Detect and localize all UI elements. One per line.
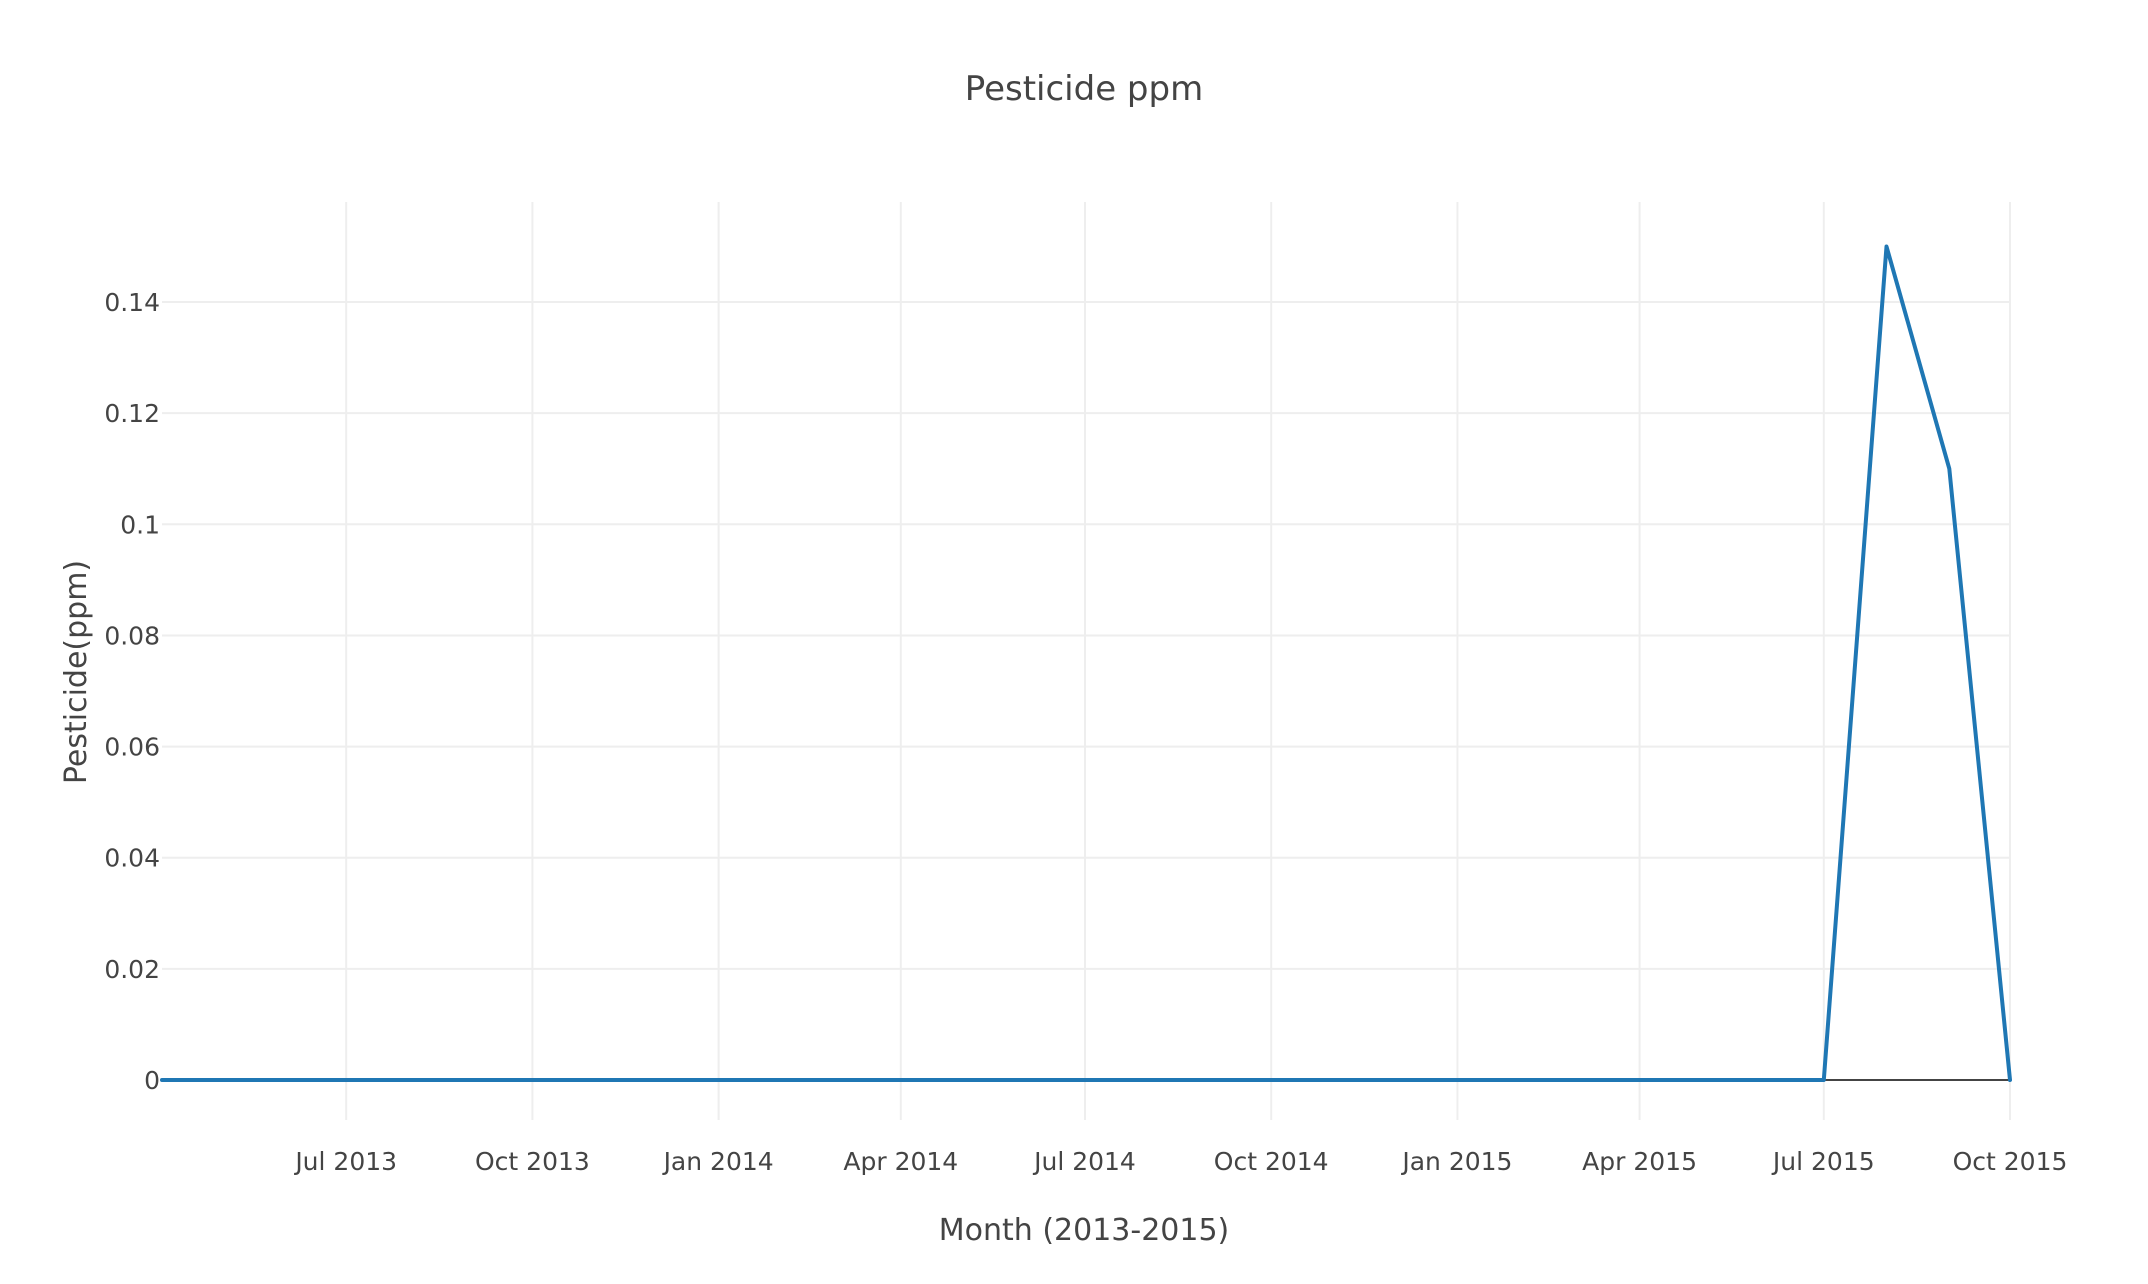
axis-layer: Jul 2013 Oct 2013 Jan 2014 Apr 2014 Jul 2014… bbox=[104, 288, 2067, 1176]
y-tick-label: 0.06 bbox=[104, 733, 160, 762]
series-layer[interactable] bbox=[160, 244, 2012, 1082]
y-tick-label: 0.04 bbox=[104, 844, 160, 873]
x-tick-label: Jul 2013 bbox=[293, 1147, 397, 1176]
x-tick-label: Apr 2014 bbox=[843, 1147, 958, 1176]
chart-title: Pesticide ppm bbox=[965, 69, 1203, 109]
y-tick-label: 0.02 bbox=[104, 955, 160, 984]
y-tick-label: 0.1 bbox=[120, 510, 160, 539]
y-tick-label: 0.14 bbox=[104, 288, 160, 317]
x-tick-label: Jul 2014 bbox=[1032, 1147, 1136, 1176]
grid-layer bbox=[162, 202, 2011, 1120]
y-tick-label: 0.12 bbox=[104, 399, 160, 428]
x-tick-label: Jan 2015 bbox=[1400, 1147, 1512, 1176]
y-axis-title: Pesticide(ppm) bbox=[59, 560, 94, 784]
x-tick-label: Oct 2013 bbox=[475, 1147, 590, 1176]
x-tick-label: Oct 2015 bbox=[1953, 1147, 2068, 1176]
x-tick-label: Jan 2014 bbox=[662, 1147, 774, 1176]
y-tick-label: 0.08 bbox=[104, 621, 160, 650]
x-axis-title: Month (2013-2015) bbox=[939, 1213, 1230, 1248]
y-tick-label: 0 bbox=[144, 1066, 160, 1095]
x-tick-label: Jul 2015 bbox=[1771, 1147, 1875, 1176]
series-line[interactable] bbox=[160, 244, 2012, 1082]
x-tick-label: Apr 2015 bbox=[1582, 1147, 1697, 1176]
x-tick-label: Oct 2014 bbox=[1214, 1147, 1329, 1176]
